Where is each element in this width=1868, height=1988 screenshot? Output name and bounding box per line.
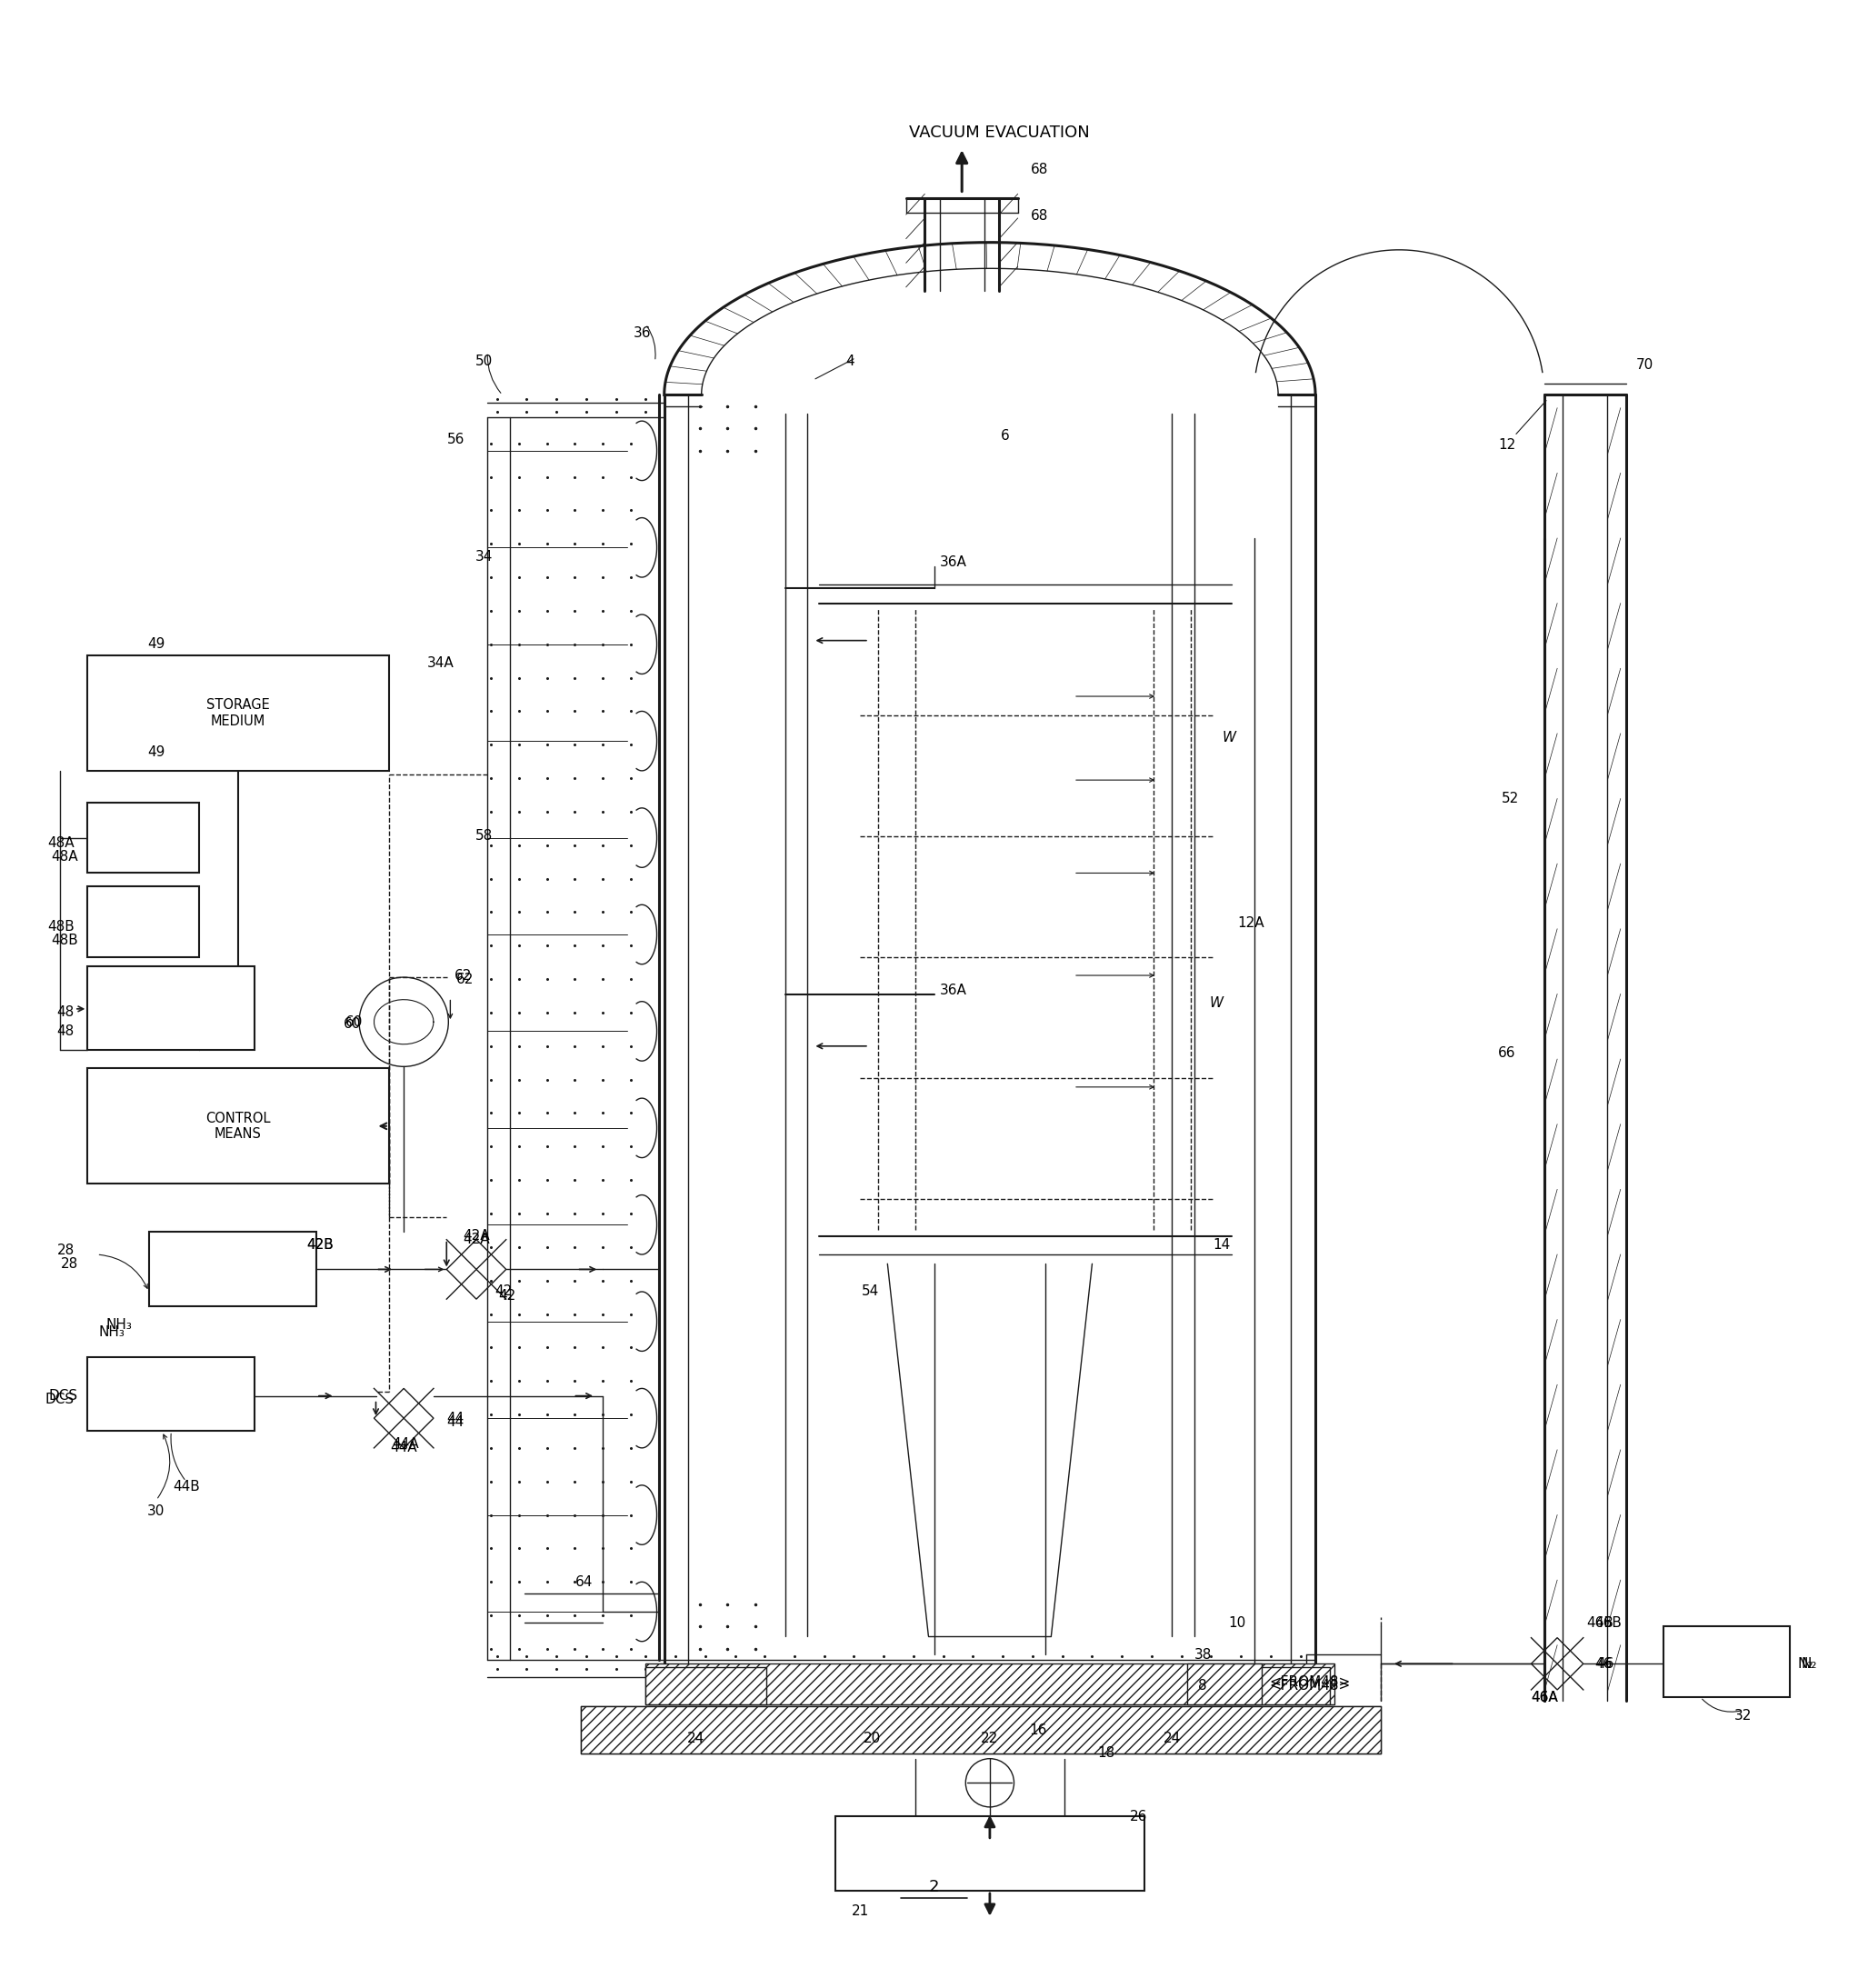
Text: 42B: 42B xyxy=(306,1239,334,1252)
Text: 44: 44 xyxy=(446,1411,463,1425)
Text: 48A: 48A xyxy=(47,837,75,851)
Text: 36A: 36A xyxy=(940,555,968,569)
Text: <FROM48>: <FROM48> xyxy=(1268,1680,1351,1694)
Text: 62: 62 xyxy=(456,972,473,986)
Text: 20: 20 xyxy=(863,1732,882,1745)
Text: 46A: 46A xyxy=(1530,1690,1558,1704)
Text: N₂: N₂ xyxy=(1797,1656,1814,1670)
Text: 26: 26 xyxy=(1130,1809,1147,1823)
Text: 64: 64 xyxy=(575,1574,592,1588)
Bar xyxy=(88,966,254,1050)
Text: 48A: 48A xyxy=(50,849,78,863)
Text: 46: 46 xyxy=(1597,1656,1614,1670)
Text: 46B: 46B xyxy=(1586,1616,1614,1630)
Text: 44A: 44A xyxy=(390,1441,417,1455)
Text: 49: 49 xyxy=(148,638,164,650)
Bar xyxy=(646,1664,1334,1704)
Text: 42A: 42A xyxy=(463,1233,489,1246)
Text: 36: 36 xyxy=(633,326,650,340)
Text: 22: 22 xyxy=(981,1732,999,1745)
Text: 24: 24 xyxy=(1164,1732,1181,1745)
Bar xyxy=(88,656,389,771)
Text: 48B: 48B xyxy=(47,920,75,934)
Text: 42: 42 xyxy=(499,1288,516,1302)
Bar xyxy=(88,1068,389,1183)
Text: 14: 14 xyxy=(1212,1239,1231,1252)
Text: 46: 46 xyxy=(1595,1656,1612,1670)
Text: 42: 42 xyxy=(495,1284,512,1298)
Text: 38: 38 xyxy=(1194,1648,1212,1662)
Text: 44A: 44A xyxy=(392,1437,418,1451)
Text: NH₃: NH₃ xyxy=(106,1318,133,1332)
Text: 21: 21 xyxy=(852,1905,869,1918)
Bar xyxy=(646,1668,766,1704)
Text: STORAGE
MEDIUM: STORAGE MEDIUM xyxy=(207,698,269,728)
Bar xyxy=(88,1356,254,1431)
Text: 44B: 44B xyxy=(172,1481,200,1493)
Bar xyxy=(835,1817,1145,1891)
Text: 54: 54 xyxy=(861,1284,880,1298)
Text: VACUUM EVACUATION: VACUUM EVACUATION xyxy=(910,125,1089,141)
Text: 28: 28 xyxy=(58,1244,75,1258)
Text: 32: 32 xyxy=(1735,1710,1752,1724)
Bar xyxy=(149,1233,316,1306)
Text: 6: 6 xyxy=(999,429,1009,443)
Text: 34A: 34A xyxy=(428,656,454,670)
Text: W: W xyxy=(1222,730,1237,744)
Text: 48: 48 xyxy=(58,1024,75,1038)
Text: 12A: 12A xyxy=(1237,916,1265,930)
Text: 42B: 42B xyxy=(306,1239,334,1252)
Text: 44: 44 xyxy=(446,1415,463,1429)
Text: CONTROL
MEANS: CONTROL MEANS xyxy=(205,1111,271,1141)
Text: 10: 10 xyxy=(1227,1616,1246,1630)
Text: NH₃: NH₃ xyxy=(99,1326,125,1340)
Text: 68: 68 xyxy=(1031,163,1048,177)
Text: 36A: 36A xyxy=(940,984,968,998)
Text: 46B: 46B xyxy=(1595,1616,1621,1630)
Text: 18: 18 xyxy=(1098,1745,1115,1759)
Text: 48: 48 xyxy=(58,1006,75,1020)
Bar xyxy=(1186,1664,1261,1704)
Text: 49: 49 xyxy=(148,746,164,759)
Text: 46A: 46A xyxy=(1530,1690,1558,1704)
Text: 58: 58 xyxy=(474,829,493,843)
Text: N₂: N₂ xyxy=(1801,1656,1818,1670)
Text: 16: 16 xyxy=(1029,1724,1046,1738)
Text: 12: 12 xyxy=(1498,437,1515,451)
Text: 8: 8 xyxy=(1197,1680,1207,1694)
Text: 30: 30 xyxy=(148,1505,164,1519)
Text: 34: 34 xyxy=(474,551,493,565)
Text: 4: 4 xyxy=(846,354,856,368)
Bar xyxy=(1209,1668,1330,1704)
Bar xyxy=(1663,1626,1790,1698)
Text: W: W xyxy=(1209,996,1224,1010)
Text: 28: 28 xyxy=(60,1256,78,1270)
Text: 50: 50 xyxy=(474,354,493,368)
Bar xyxy=(88,887,200,956)
Text: 66: 66 xyxy=(1498,1048,1515,1060)
Text: 24: 24 xyxy=(687,1732,704,1745)
Text: 42A: 42A xyxy=(463,1229,489,1242)
Text: 70: 70 xyxy=(1636,358,1653,372)
Text: 62: 62 xyxy=(454,968,471,982)
Text: 56: 56 xyxy=(446,433,465,447)
Text: 68: 68 xyxy=(1031,209,1048,223)
Bar xyxy=(88,803,200,873)
Text: DCS: DCS xyxy=(49,1390,78,1404)
Text: 60: 60 xyxy=(346,1016,362,1028)
Text: <FROM48>: <FROM48> xyxy=(1268,1676,1351,1690)
Text: DCS: DCS xyxy=(45,1394,75,1406)
Text: 60: 60 xyxy=(344,1018,361,1030)
Text: 2: 2 xyxy=(928,1879,940,1895)
Text: 52: 52 xyxy=(1502,791,1519,805)
Text: 48B: 48B xyxy=(50,932,78,946)
Bar xyxy=(581,1706,1380,1753)
